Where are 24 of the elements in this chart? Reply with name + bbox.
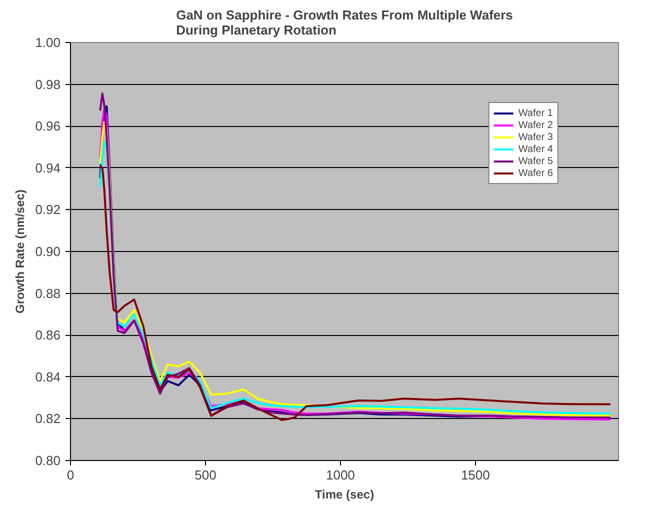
legend-label: Wafer 4 (518, 143, 553, 155)
x-tick-label: 0 (66, 468, 74, 482)
legend-label: Wafer 6 (518, 167, 553, 179)
x-tick-label: 1000 (326, 468, 355, 482)
x-tick-label: 500 (194, 468, 216, 482)
y-tick-label: 0.90 (35, 244, 61, 259)
legend-label: Wafer 2 (518, 119, 553, 131)
chart-title: GaN on Sapphire - Growth Rates From Multiple Wafers During Planetary Rotation (176, 8, 513, 38)
y-tick-label: 0.88 (35, 286, 61, 301)
y-tick-label: 0.80 (35, 453, 61, 468)
y-tick-label: 0.92 (35, 202, 61, 218)
y-tick-label: 0.96 (35, 118, 61, 134)
x-axis-title: Time (sec) (314, 488, 374, 502)
y-tick-label: 0.94 (35, 160, 61, 176)
legend-label: Wafer 1 (518, 107, 553, 119)
legend-label: Wafer 3 (518, 131, 553, 143)
y-axis-title: Growth Rate (nm/sec) (13, 189, 28, 314)
y-tick-label: 1.00 (35, 35, 61, 50)
y-tick-label: 0.82 (35, 411, 61, 426)
y-tick-label: 0.84 (35, 369, 61, 384)
legend-label: Wafer 5 (518, 155, 553, 167)
x-tick-label: 1500 (460, 468, 490, 482)
y-tick-label: 0.98 (35, 76, 61, 92)
y-tick-label: 0.86 (35, 328, 61, 343)
